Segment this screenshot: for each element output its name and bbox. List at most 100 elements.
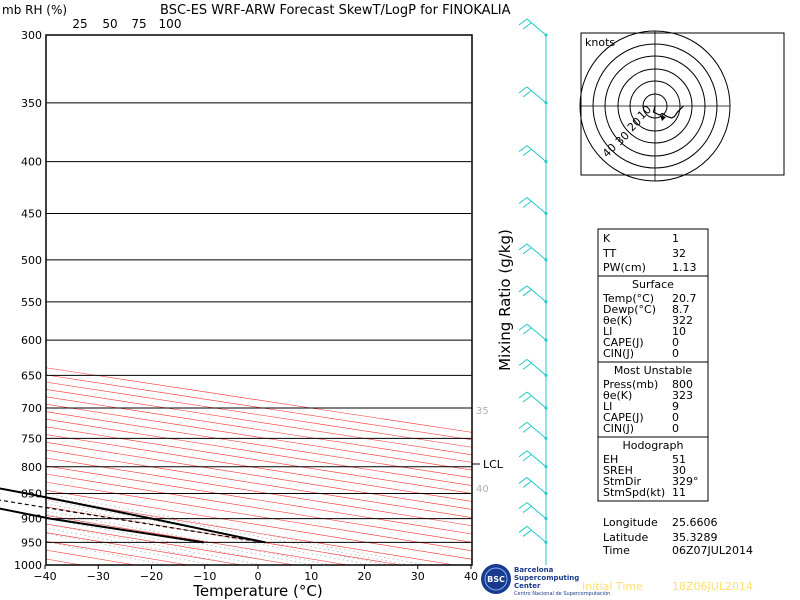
dry-adiabat-line	[121, 423, 218, 439]
wind-barb-staff	[526, 391, 547, 409]
surface-heading: Surface	[632, 278, 674, 291]
dry-adiabat-line	[45, 532, 106, 543]
wind-barb-flag	[522, 289, 532, 297]
wind-barb-staff	[526, 502, 547, 520]
lcl-label: LCL	[483, 458, 504, 471]
dry-adiabat-line	[45, 457, 102, 468]
dry-adiabat-line	[450, 466, 473, 471]
dry-adiabat-line	[419, 542, 473, 552]
dry-adiabat-line	[310, 407, 413, 424]
dry-adiabat-line	[45, 381, 111, 393]
location-info: Longitude 25.6606 Latitude 35.3289 Time 06Z07…	[602, 516, 753, 557]
pw-index-label: PW(cm)	[603, 261, 646, 274]
indices-box	[597, 228, 709, 277]
wind-barb-staff	[526, 358, 547, 376]
wind-barb	[518, 450, 548, 469]
x-tick-label: −40	[33, 570, 56, 583]
dry-adiabat-line	[116, 493, 196, 507]
wind-barb-flag	[518, 243, 528, 251]
surface-row-label: Temp(°C)	[602, 292, 654, 305]
wind-barb-flag	[518, 86, 528, 94]
dry-adiabat-line	[45, 411, 122, 424]
dry-adiabat-line	[62, 452, 151, 468]
wind-barb	[518, 421, 548, 440]
dry-adiabat-line	[246, 505, 324, 519]
dry-adiabat-line	[420, 493, 473, 502]
temperature-profile	[0, 487, 266, 544]
wind-barb-flag	[518, 18, 528, 26]
wind-barb	[518, 243, 548, 262]
theta-label: 40	[476, 484, 489, 495]
pressure-tick-labels: 300 350 400 450 500 550 600 650 700 750 800 850 900 9…	[14, 29, 42, 572]
dry-adiabat-line	[375, 518, 452, 531]
dry-adiabat-line	[262, 542, 333, 555]
most-unstable-row-label: Press(mb)	[603, 378, 658, 391]
location-label: Time	[602, 544, 630, 557]
tt-index-value: 32	[672, 247, 686, 260]
wind-barb-staff	[526, 285, 547, 303]
wind-barb-staff	[526, 477, 547, 494]
wind-barb-flag	[522, 530, 532, 537]
dry-adiabat-line	[310, 452, 401, 468]
dry-adiabat-line	[211, 452, 301, 468]
plot-frame	[45, 34, 473, 566]
wind-barb-flag	[522, 506, 532, 514]
wind-barb-flag	[518, 323, 528, 331]
wind-barb	[518, 323, 548, 342]
mixing-ratio-line	[45, 527, 241, 566]
rh-tick-label: 50	[102, 17, 117, 31]
dry-adiabat-line	[315, 423, 414, 439]
x-tick-label: 20	[358, 570, 372, 583]
initial-time-label: Initial Time	[582, 580, 643, 593]
dry-adiabat-line	[267, 423, 365, 439]
dry-adiabat-line	[271, 518, 347, 531]
hodograph-stats-row-label: StmDir	[603, 475, 642, 488]
mixing-ratio-line	[45, 503, 371, 566]
dry-adiabat-line	[100, 466, 187, 481]
dry-adiabat-line	[45, 418, 73, 424]
location-value: 25.6606	[672, 516, 718, 529]
pressure-tick-label: 450	[21, 207, 42, 220]
most-unstable-heading: Most Unstable	[614, 364, 693, 377]
hodograph-stats-heading: Hodograph	[623, 439, 684, 452]
hodograph-frame	[580, 32, 785, 176]
dry-adiabat-line	[112, 452, 201, 468]
bsc-logo-ring-icon	[484, 567, 508, 591]
dry-adiabat-line	[266, 438, 361, 454]
most-unstable-row-value: 323	[672, 389, 693, 402]
most-unstable-row-label: θe(K)	[603, 389, 632, 402]
dry-adiabat-line	[70, 438, 163, 454]
most-unstable-row-label: CIN(J)	[603, 422, 634, 435]
wind-barb-flag	[518, 391, 528, 399]
hodograph-stats-row-label: StmSpd(kt)	[603, 486, 665, 499]
pressure-tick-label: 900	[21, 513, 42, 526]
wind-barb	[518, 391, 548, 410]
dry-adiabat-line	[45, 549, 69, 555]
dry-adiabat-line	[319, 493, 401, 507]
dry-adiabat-line	[400, 466, 473, 479]
pressure-tick-label: 300	[21, 29, 42, 42]
dry-adiabat-line	[315, 438, 410, 454]
pressure-tick-label: 750	[21, 432, 42, 445]
wind-barb-staff	[526, 145, 547, 163]
dry-adiabat-line	[170, 423, 267, 439]
surface-row-value: 0	[672, 336, 679, 349]
wind-barb-flag	[518, 145, 528, 153]
dry-adiabat-line	[438, 553, 473, 560]
wind-barb-flag	[518, 526, 528, 533]
surface-row-value: 322	[672, 314, 693, 327]
dry-adiabat-line	[412, 423, 473, 433]
location-value: 06Z07JUL2014	[672, 544, 753, 557]
dry-adiabat-line	[451, 505, 473, 510]
wind-barb-flag	[522, 395, 532, 403]
wind-barb-flag	[522, 454, 532, 462]
dry-adiabat-line	[205, 391, 311, 409]
dry-adiabat-line	[70, 407, 171, 424]
dry-adiabat-line	[185, 480, 269, 494]
most-unstable-row-value: 9	[672, 400, 679, 413]
dry-adiabat-line	[350, 466, 439, 481]
dry-adiabat-line	[173, 553, 242, 566]
dry-adiabat-line	[294, 530, 368, 543]
dry-adiabat-line	[157, 391, 263, 409]
wind-barb-staff	[526, 526, 547, 543]
